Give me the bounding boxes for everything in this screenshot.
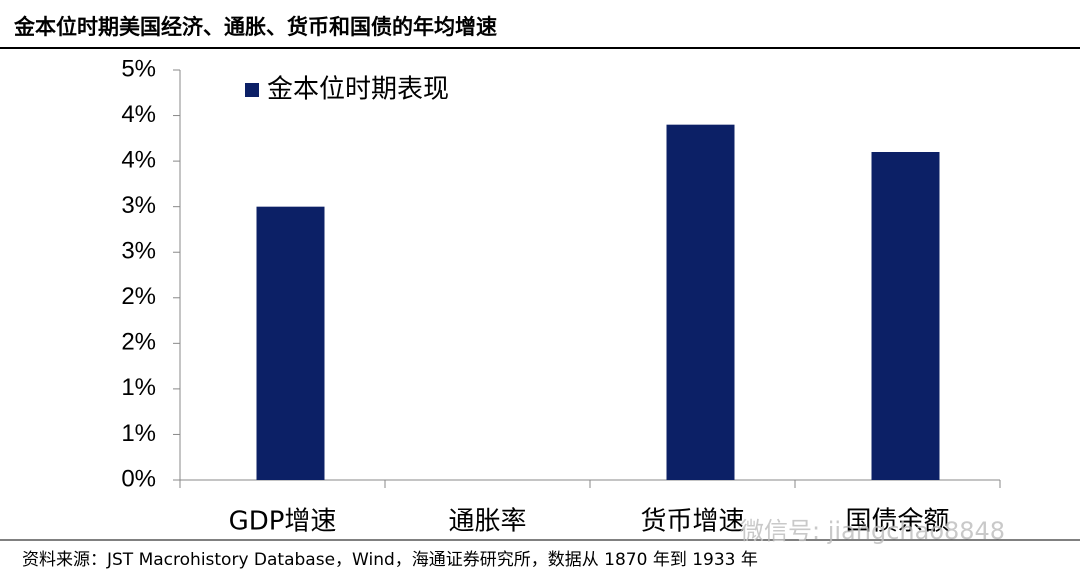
x-tick-label: 通胀率 [448,507,526,537]
y-tick-label: 2% [121,329,156,356]
y-tick-label: 4% [121,146,156,173]
y-tick-label: 3% [121,238,156,265]
x-tick-label: 货币增速 [640,507,744,537]
y-tick-label: 1% [121,374,156,401]
x-tick-label: 国债余额 [845,507,949,537]
bar [256,206,325,480]
y-tick-label: 4% [121,101,156,128]
y-tick-label: 2% [121,283,156,310]
legend-swatch [245,83,259,97]
x-tick-label: GDP增速 [229,507,337,537]
y-tick-label: 1% [121,420,156,447]
watermark: 微信号: jiangchao8848 [740,517,1005,545]
bar [666,124,735,481]
legend-label: 金本位时期表现 [267,75,449,105]
source-note: 资料来源：JST Macrohistory Database，Wind，海通证券… [22,550,758,570]
chart-title: 金本位时期美国经济、通胀、货币和国债的年均增速 [13,15,497,39]
y-tick-label: 3% [121,192,156,219]
y-tick-label: 5% [121,55,156,82]
bar [871,152,940,480]
y-tick-label: 0% [121,465,156,492]
